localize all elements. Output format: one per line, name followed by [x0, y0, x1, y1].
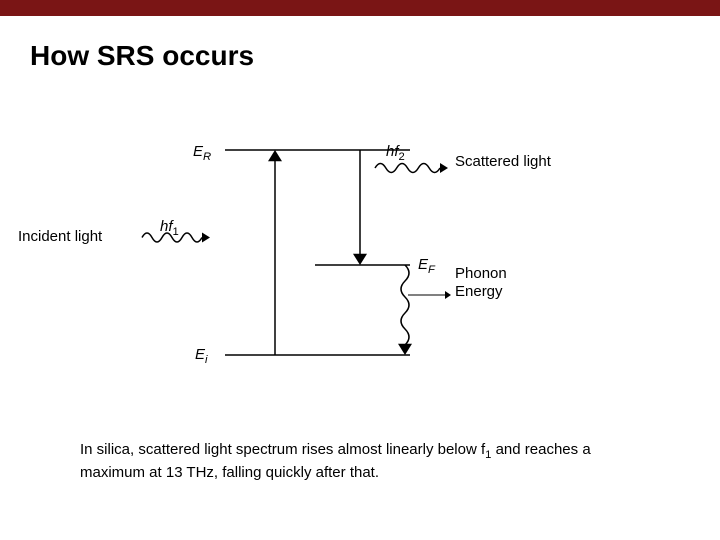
slide-title: How SRS occurs [30, 40, 254, 72]
ER-label: ER [193, 143, 211, 163]
incident-light-label: Incident light [18, 228, 102, 245]
EF-label: EF [418, 256, 435, 276]
hf2-label: hf2 [386, 143, 405, 163]
scattered-light-label: Scattered light [455, 153, 551, 170]
phonon-label-1: Phonon [455, 265, 507, 282]
hf1-label: hf1 [160, 218, 179, 238]
caption-text: In silica, scattered light spectrum rise… [80, 440, 640, 483]
phonon-label-2: Energy [455, 283, 503, 300]
top-bar [0, 0, 720, 16]
Ei-label: Ei [195, 346, 208, 366]
